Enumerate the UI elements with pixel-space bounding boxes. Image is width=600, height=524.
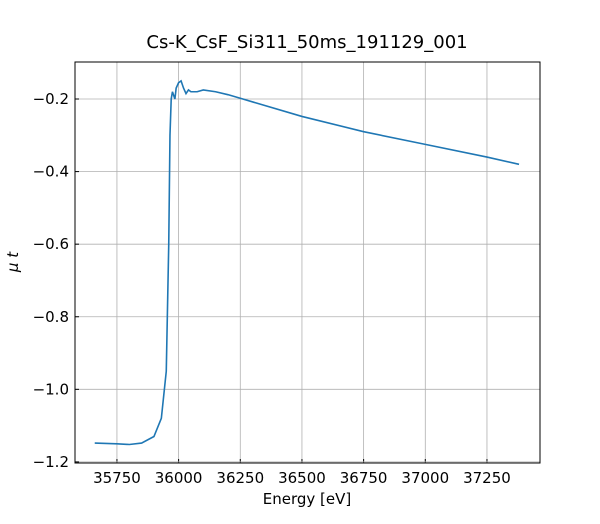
y-tick-label: −1.0 (33, 380, 69, 398)
x-tick-label: 37250 (463, 469, 511, 487)
plot-frame (74, 61, 541, 464)
x-tick-label: 35750 (93, 469, 141, 487)
y-tick-label: −0.8 (33, 308, 69, 326)
y-tick-label: −1.2 (33, 453, 69, 471)
data-line (94, 79, 520, 446)
y-tick-label: −0.6 (33, 235, 69, 253)
y-tick-label: −0.4 (33, 163, 69, 181)
x-tick-label: 36500 (278, 469, 326, 487)
x-tick-label: 37000 (401, 469, 449, 487)
y-tick-label: −0.2 (33, 90, 69, 108)
x-tick-label: 36250 (216, 469, 264, 487)
x-tick-label: 36000 (155, 469, 203, 487)
x-tick-label: 36750 (340, 469, 388, 487)
y-axis-label: μ t (4, 251, 22, 273)
x-axis-label: Energy [eV] (263, 490, 351, 508)
chart-title: Cs-K_CsF_Si311_50ms_191129_001 (146, 32, 467, 53)
